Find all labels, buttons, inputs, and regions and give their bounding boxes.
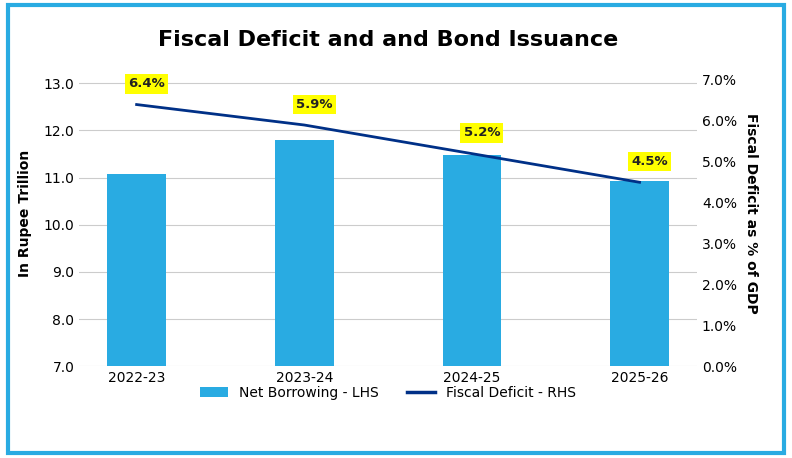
- Text: 5.9%: 5.9%: [296, 98, 333, 111]
- Bar: [610, 181, 669, 366]
- Bar: [443, 155, 501, 366]
- Y-axis label: In Rupee Trillion: In Rupee Trillion: [18, 149, 32, 277]
- Y-axis label: Fiscal Deficit as % of GDP: Fiscal Deficit as % of GDP: [744, 113, 758, 313]
- Text: 5.2%: 5.2%: [463, 126, 500, 139]
- Text: 6.4%: 6.4%: [128, 77, 165, 90]
- Legend: Net Borrowing - LHS, Fiscal Deficit - RHS: Net Borrowing - LHS, Fiscal Deficit - RH…: [195, 381, 581, 405]
- Title: Fiscal Deficit and and Bond Issuance: Fiscal Deficit and and Bond Issuance: [158, 30, 619, 49]
- Text: 4.5%: 4.5%: [631, 155, 668, 168]
- Bar: [275, 140, 333, 366]
- Bar: [107, 174, 166, 366]
